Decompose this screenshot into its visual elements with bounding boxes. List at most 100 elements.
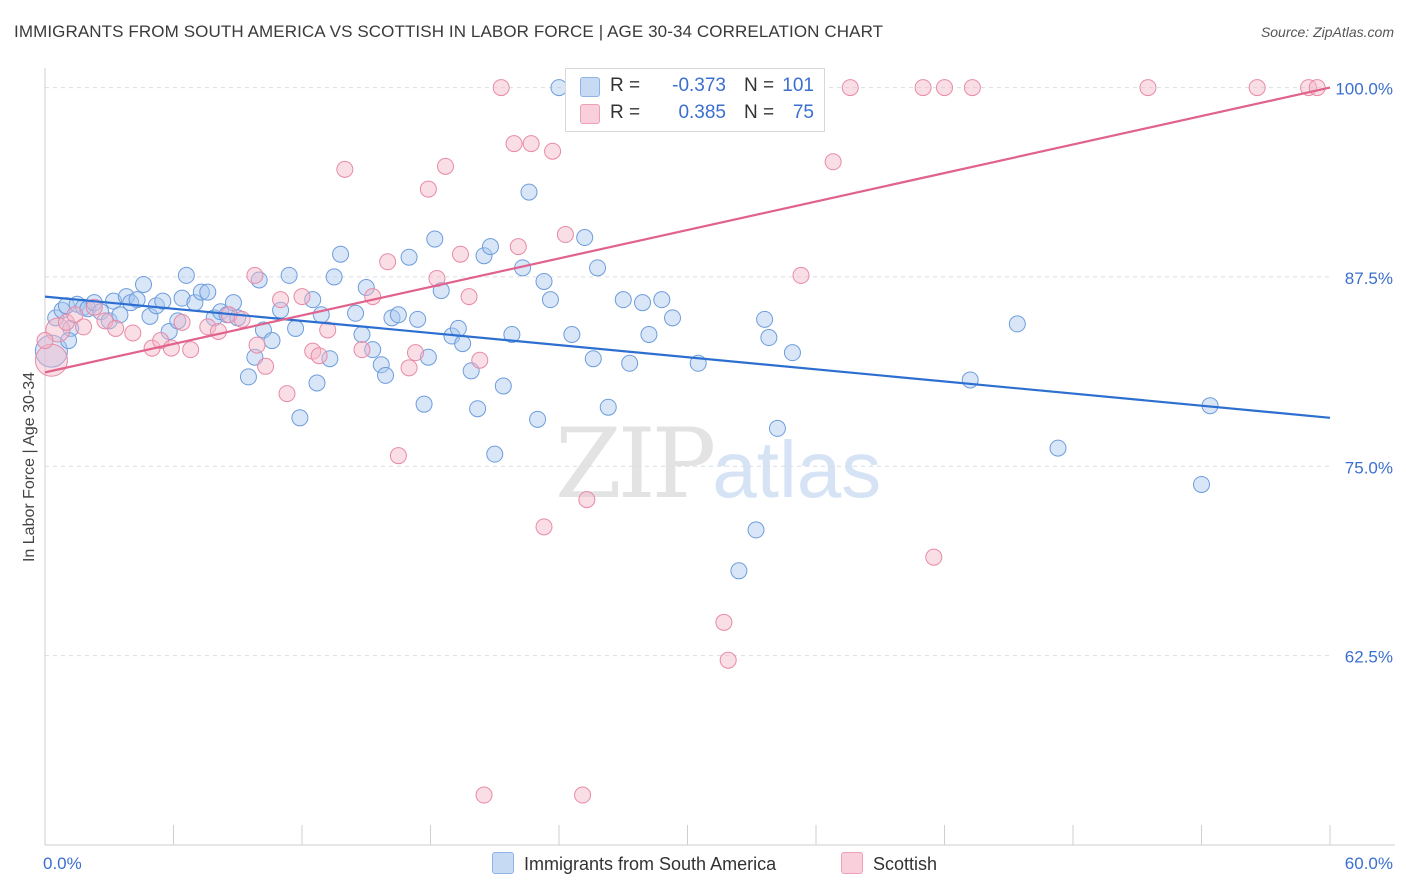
point-scottish bbox=[925, 548, 943, 566]
point-scottish bbox=[505, 135, 523, 153]
point-south-america bbox=[199, 283, 217, 301]
legend-n-label: N = bbox=[744, 102, 775, 123]
point-south-america bbox=[291, 409, 309, 427]
point-south-america bbox=[154, 292, 172, 310]
legend-swatch-pink bbox=[580, 104, 600, 124]
point-scottish bbox=[36, 332, 54, 350]
point-scottish bbox=[407, 344, 425, 362]
point-south-america bbox=[475, 247, 493, 265]
point-south-america bbox=[584, 350, 602, 368]
point-south-america bbox=[486, 445, 504, 463]
point-south-america bbox=[287, 319, 305, 337]
point-south-america bbox=[280, 266, 298, 284]
point-scottish bbox=[66, 306, 84, 324]
y-tick-label: 62.5% bbox=[1345, 648, 1393, 667]
point-scottish bbox=[715, 613, 733, 631]
point-scottish bbox=[209, 322, 227, 340]
watermark: ZIPatlas bbox=[555, 408, 881, 520]
point-scottish bbox=[451, 245, 469, 263]
point-scottish bbox=[379, 253, 397, 271]
point-scottish bbox=[1139, 79, 1157, 97]
point-south-america bbox=[173, 289, 191, 307]
legend-r-label: R = bbox=[610, 102, 641, 123]
point-scottish bbox=[419, 180, 437, 198]
point-south-america bbox=[1193, 475, 1210, 493]
point-scottish bbox=[353, 341, 371, 359]
point-south-america bbox=[141, 307, 159, 325]
point-scottish bbox=[460, 288, 478, 306]
point-south-america bbox=[747, 521, 765, 539]
point-south-america bbox=[377, 366, 395, 384]
point-south-america bbox=[640, 325, 658, 343]
point-south-america bbox=[400, 248, 418, 266]
bottom-legend-swatch-blue bbox=[492, 852, 514, 874]
point-south-america bbox=[621, 354, 639, 372]
point-south-america bbox=[520, 183, 538, 201]
point-south-america bbox=[961, 371, 979, 389]
point-scottish bbox=[792, 266, 810, 284]
legend-r-value: 0.385 bbox=[678, 102, 726, 123]
point-south-america bbox=[768, 419, 786, 437]
point-south-america bbox=[192, 283, 210, 301]
point-south-america bbox=[664, 309, 682, 327]
point-scottish bbox=[75, 318, 93, 336]
y-tick-label: 75.0% bbox=[1345, 458, 1393, 477]
point-scottish bbox=[574, 786, 592, 804]
point-scottish bbox=[492, 79, 510, 97]
point-scottish bbox=[824, 153, 842, 171]
point-scottish bbox=[293, 288, 311, 306]
point-scottish bbox=[475, 786, 493, 804]
point-south-america bbox=[541, 291, 559, 309]
point-scottish bbox=[535, 518, 553, 536]
point-scottish bbox=[278, 385, 296, 403]
point-scottish bbox=[963, 79, 981, 97]
point-south-america bbox=[415, 395, 433, 413]
point-scottish bbox=[319, 321, 337, 339]
point-scottish bbox=[436, 157, 454, 175]
point-scottish bbox=[544, 142, 562, 160]
point-south-america bbox=[653, 291, 671, 309]
point-scottish bbox=[1248, 79, 1266, 97]
point-south-america bbox=[469, 400, 487, 418]
point-south-america bbox=[332, 245, 350, 263]
point-south-america bbox=[239, 368, 257, 386]
point-south-america bbox=[409, 310, 427, 328]
point-scottish bbox=[556, 226, 574, 244]
point-south-america bbox=[614, 291, 632, 309]
point-south-america bbox=[1008, 315, 1026, 333]
legend-swatch-blue bbox=[580, 77, 600, 97]
y-tick-label: 100.0% bbox=[1335, 80, 1393, 99]
chart-title: IMMIGRANTS FROM SOUTH AMERICA VS SCOTTIS… bbox=[14, 22, 884, 41]
point-south-america bbox=[353, 325, 371, 343]
point-scottish bbox=[124, 324, 142, 342]
point-south-america bbox=[177, 266, 195, 284]
point-south-america bbox=[347, 304, 365, 322]
bottom-legend-swatch-pink bbox=[841, 852, 863, 874]
point-scottish bbox=[173, 313, 191, 331]
point-scottish bbox=[257, 357, 275, 375]
point-scottish bbox=[85, 298, 103, 316]
point-south-america bbox=[529, 410, 547, 428]
bottom-legend-label: Scottish bbox=[873, 854, 938, 874]
point-scottish bbox=[107, 319, 125, 337]
bottom-legend-label: Immigrants from South America bbox=[524, 854, 777, 874]
point-scottish bbox=[1308, 79, 1326, 97]
point-south-america bbox=[321, 350, 339, 368]
point-scottish bbox=[578, 491, 596, 509]
watermark-sub: atlas bbox=[712, 425, 882, 514]
point-south-america bbox=[128, 291, 146, 309]
point-south-america bbox=[263, 332, 281, 350]
point-scottish bbox=[509, 238, 527, 256]
point-scottish bbox=[400, 359, 418, 377]
point-scottish bbox=[719, 651, 737, 669]
point-south-america bbox=[634, 294, 652, 312]
point-south-america bbox=[783, 344, 801, 362]
point-south-america bbox=[105, 292, 123, 310]
y-tick-label: 87.5% bbox=[1345, 269, 1393, 288]
point-scottish bbox=[336, 160, 354, 178]
point-south-america bbox=[60, 332, 78, 350]
point-south-america bbox=[503, 325, 521, 343]
legend-r-value: -0.373 bbox=[672, 75, 726, 96]
point-south-america bbox=[563, 325, 581, 343]
point-south-america bbox=[419, 348, 437, 366]
